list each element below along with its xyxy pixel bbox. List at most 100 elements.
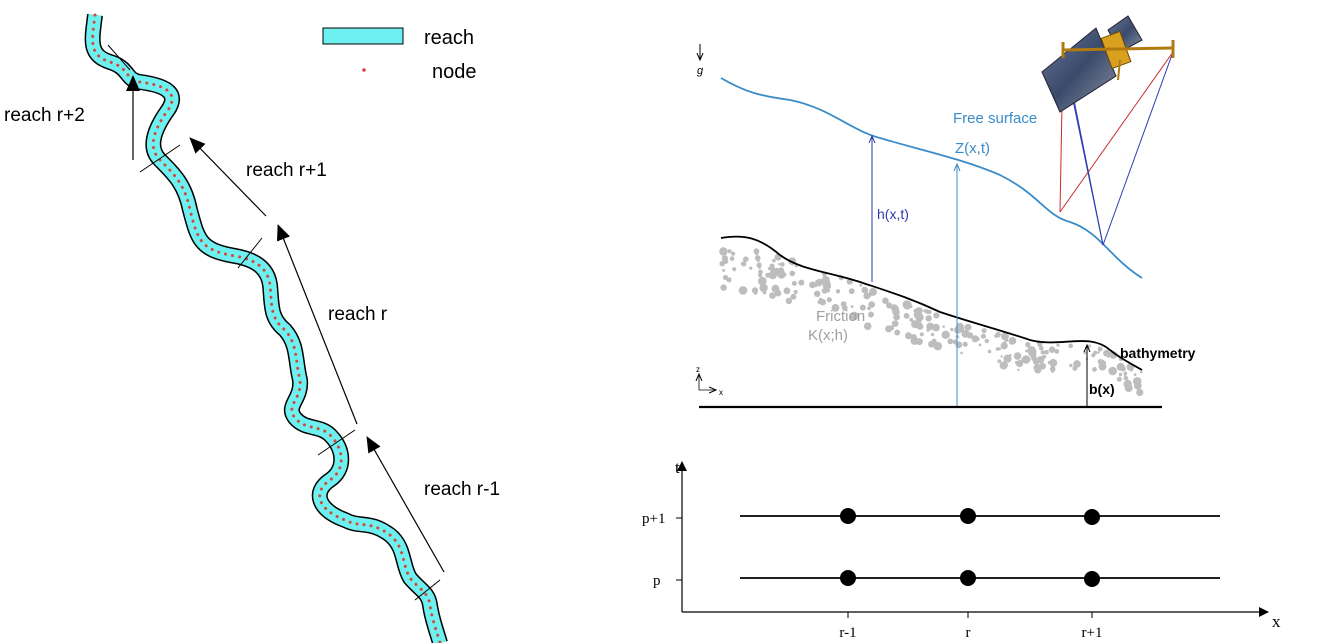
friction-dot bbox=[956, 322, 964, 331]
friction-dot bbox=[1097, 351, 1100, 354]
friction-dot bbox=[783, 287, 791, 295]
friction-dot bbox=[981, 328, 987, 334]
friction-dot bbox=[891, 320, 899, 327]
friction-dot bbox=[888, 325, 895, 331]
legend-node-label: node bbox=[432, 61, 477, 83]
friction-dot bbox=[789, 270, 796, 277]
free-surface-line bbox=[720, 77, 1143, 279]
bathymetry-line bbox=[720, 235, 1143, 371]
friction-dot bbox=[1036, 356, 1045, 364]
friction-dot bbox=[930, 332, 935, 337]
grid-node bbox=[960, 570, 976, 586]
friction-dot bbox=[1103, 349, 1111, 357]
friction-dot bbox=[785, 297, 793, 305]
friction-dot bbox=[863, 322, 872, 331]
river-nodes bbox=[91, 13, 442, 643]
space-tick-r: r bbox=[966, 625, 971, 641]
friction-dot bbox=[962, 341, 968, 347]
friction-dot bbox=[824, 276, 830, 282]
friction-dot bbox=[793, 289, 798, 295]
friction-dot bbox=[1016, 360, 1024, 368]
free-surface-label: Free surface bbox=[953, 110, 1037, 127]
friction-dot bbox=[831, 304, 840, 312]
friction-dot bbox=[859, 284, 863, 287]
friction-dot bbox=[1118, 372, 1123, 377]
friction-dot bbox=[1136, 384, 1140, 389]
space-tick-r-plus-1: r+1 bbox=[1082, 625, 1103, 641]
friction-dot bbox=[778, 263, 781, 266]
friction-dot bbox=[759, 272, 763, 276]
friction-dot bbox=[1068, 343, 1073, 349]
friction-dot bbox=[947, 338, 954, 345]
friction-formula: K(x;h) bbox=[808, 327, 848, 344]
reach-label-r-plus-1: reach r+1 bbox=[246, 160, 327, 181]
grid-node bbox=[1084, 571, 1100, 587]
friction-dot bbox=[720, 284, 727, 291]
reach-boundary bbox=[317, 429, 356, 456]
friction-dot bbox=[790, 293, 797, 300]
x-axis-label: x bbox=[1272, 612, 1281, 631]
friction-dot bbox=[960, 351, 963, 355]
friction-dot bbox=[980, 333, 987, 339]
friction-dot bbox=[1039, 362, 1046, 370]
reach-arrow bbox=[189, 137, 267, 217]
friction-dot bbox=[1069, 363, 1073, 368]
friction-dot bbox=[927, 323, 934, 330]
friction-dot bbox=[1108, 366, 1117, 376]
friction-dot bbox=[932, 323, 940, 332]
bed-label: b(x) bbox=[1089, 381, 1115, 397]
friction-dot bbox=[1044, 349, 1049, 355]
friction-dot bbox=[719, 247, 728, 256]
friction-dots bbox=[719, 247, 1144, 397]
friction-dot bbox=[758, 269, 763, 275]
friction-dot bbox=[1051, 369, 1055, 373]
reach-arrow bbox=[366, 436, 445, 573]
friction-dot bbox=[729, 256, 735, 261]
friction-dot bbox=[1034, 366, 1042, 374]
friction-dot bbox=[1001, 332, 1009, 341]
friction-dot bbox=[994, 334, 999, 338]
friction-dot bbox=[868, 301, 875, 308]
friction-dot bbox=[1056, 343, 1060, 347]
friction-dot bbox=[1004, 363, 1009, 367]
friction-dot bbox=[1040, 350, 1045, 355]
friction-dot bbox=[859, 304, 866, 311]
friction-dot bbox=[759, 283, 768, 293]
friction-dot bbox=[867, 306, 871, 311]
friction-label: Friction bbox=[816, 308, 865, 325]
friction-dot bbox=[1008, 337, 1017, 345]
grid-node bbox=[840, 508, 856, 524]
friction-dot bbox=[1140, 370, 1143, 374]
friction-dot bbox=[942, 325, 945, 328]
friction-dot bbox=[919, 332, 924, 337]
friction-dot bbox=[1129, 368, 1133, 372]
friction-dot bbox=[727, 249, 732, 254]
friction-dot bbox=[818, 278, 823, 284]
friction-dot bbox=[1021, 355, 1031, 364]
t-axis-label: t bbox=[675, 458, 680, 477]
friction-dot bbox=[964, 323, 972, 331]
river-panel: reach r+2 reach r+1 reach r reach r-1 re… bbox=[4, 13, 500, 643]
satellite-icon bbox=[1041, 15, 1175, 113]
friction-dot bbox=[1123, 371, 1128, 376]
friction-dot bbox=[1083, 351, 1087, 355]
grid-node bbox=[960, 508, 976, 524]
friction-dot bbox=[931, 338, 937, 344]
friction-dot bbox=[1049, 366, 1056, 372]
friction-dot bbox=[1048, 346, 1056, 354]
friction-dot bbox=[1025, 349, 1028, 353]
friction-dot bbox=[840, 301, 847, 308]
friction-dot bbox=[743, 256, 749, 263]
friction-dot bbox=[1031, 355, 1037, 362]
friction-dot bbox=[1116, 376, 1122, 382]
friction-dot bbox=[950, 327, 954, 332]
friction-dot bbox=[984, 338, 989, 344]
friction-dot bbox=[722, 268, 726, 272]
friction-dot bbox=[727, 278, 730, 282]
friction-dot bbox=[909, 317, 914, 322]
friction-dot bbox=[933, 312, 940, 319]
friction-dot bbox=[1126, 385, 1131, 389]
friction-dot bbox=[1116, 362, 1125, 371]
friction-dot bbox=[772, 258, 776, 263]
